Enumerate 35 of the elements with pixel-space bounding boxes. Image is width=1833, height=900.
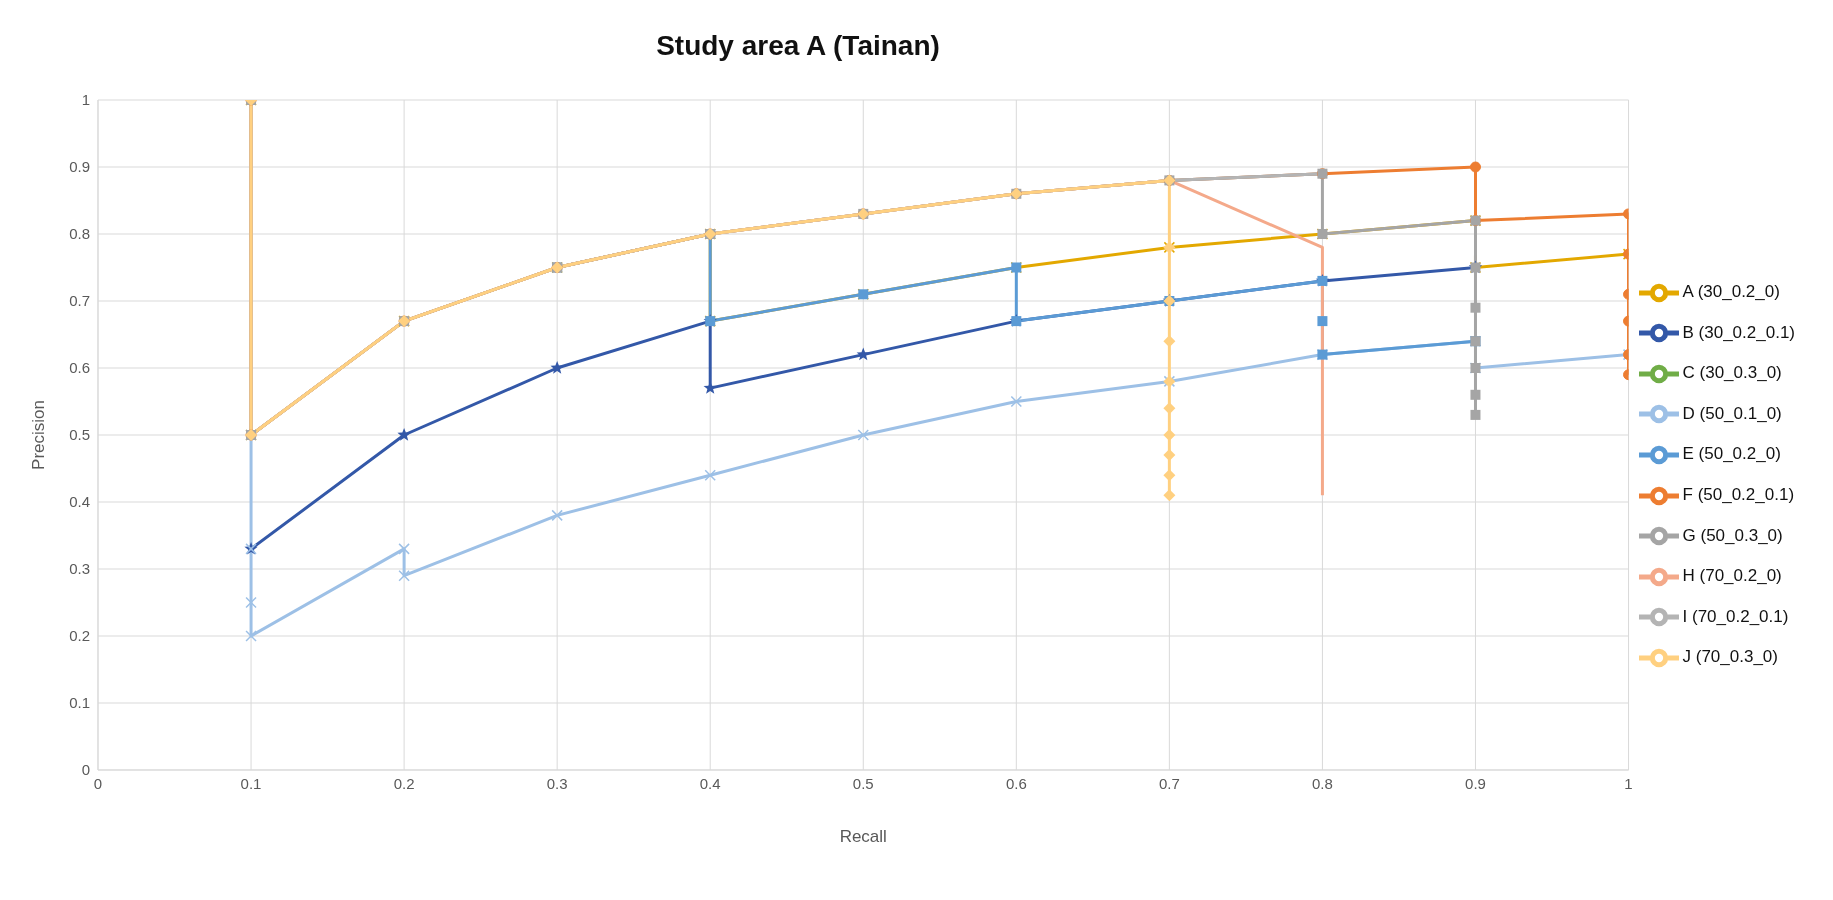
x-tick-label: 0.3: [546, 774, 568, 792]
x-tick-label: 0.8: [1312, 774, 1333, 792]
y-tick-label: 0.3: [69, 560, 90, 578]
x-tick-label: 0.2: [393, 774, 415, 792]
legend-label: H (70_0.2_0): [1682, 566, 1782, 586]
y-tick-label: 0.9: [69, 158, 90, 176]
legend-label: G (50_0.3_0): [1682, 525, 1783, 545]
y-axis-title: Precision: [29, 400, 49, 470]
legend-label: E (50_0.2_0): [1682, 444, 1781, 464]
y-tick-label: 0: [81, 761, 90, 779]
legend-label: B (30_0.2_0.1): [1682, 322, 1795, 342]
y-tick-label: 0.5: [69, 426, 90, 444]
x-tick-label: 0.9: [1465, 774, 1486, 792]
chart-title: Study area A (Tainan): [655, 29, 941, 63]
y-tick-label: 0.1: [69, 694, 90, 712]
x-tick-label: 1: [1624, 774, 1633, 792]
legend-label: D (50_0.1_0): [1682, 403, 1782, 423]
legend-label: F (50_0.2_0.1): [1682, 485, 1795, 504]
x-tick-label: 0.7: [1158, 774, 1180, 792]
legend-label: J (70_0.3_0): [1682, 647, 1778, 667]
y-tick-label: 0.8: [69, 225, 90, 243]
y-tick-label: 1: [81, 91, 90, 109]
legend-label: C (30_0.3_0): [1682, 363, 1782, 383]
legend-label: I (70_0.2_0.1): [1682, 606, 1789, 626]
y-tick-label: 0.7: [69, 292, 90, 310]
x-tick-label: 0: [93, 774, 103, 792]
x-tick-label: 0.5: [852, 774, 874, 792]
y-tick-label: 0.2: [69, 627, 90, 645]
legend-label: A (30_0.2_0): [1682, 282, 1780, 302]
y-tick-label: 0.6: [69, 359, 90, 377]
x-tick-label: 0.6: [1005, 774, 1027, 792]
y-tick-label: 0.4: [69, 493, 90, 511]
x-tick-label: 0.1: [240, 774, 262, 792]
x-axis-title: Recall: [839, 827, 887, 847]
x-tick-label: 0.4: [699, 774, 721, 792]
